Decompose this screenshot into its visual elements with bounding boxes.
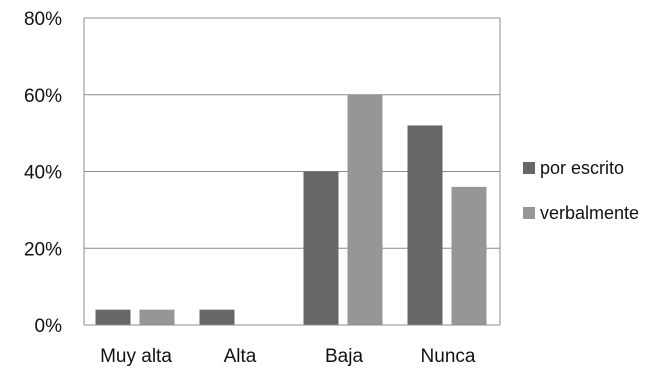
legend-label-por-escrito: por escrito (540, 158, 624, 178)
legend-swatch-verbalmente (523, 207, 535, 219)
bars (95, 94, 487, 325)
y-axis-ticks: 0% 20% 40% 60% 80% (24, 9, 62, 337)
x-tick-label-muy-alta: Muy alta (100, 346, 172, 367)
bar-verbalmente-baja (347, 94, 383, 325)
y-tick-label-20: 20% (24, 239, 62, 260)
axes (83, 18, 501, 326)
bar-por-escrito-alta (199, 309, 235, 325)
x-axis-labels: Muy alta Alta Baja Nunca (100, 346, 476, 367)
y-tick-label-0: 0% (35, 316, 63, 337)
y-tick-label-60: 60% (24, 86, 62, 107)
legend-label-verbalmente: verbalmente (540, 203, 639, 223)
legend-swatch-por-escrito (523, 162, 535, 174)
bar-verbalmente-muy-alta (139, 309, 175, 325)
bar-verbalmente-nunca (451, 186, 487, 325)
x-tick-label-nunca: Nunca (421, 346, 476, 367)
bar-por-escrito-nunca (407, 125, 443, 325)
y-tick-label-40: 40% (24, 163, 62, 184)
x-tick-label-baja: Baja (325, 346, 363, 367)
bar-por-escrito-muy-alta (95, 309, 131, 325)
x-tick-label-alta: Alta (224, 346, 257, 367)
legend: por escrito verbalmente (523, 158, 639, 223)
y-tick-label-80: 80% (24, 9, 62, 30)
bar-por-escrito-baja (303, 171, 339, 325)
